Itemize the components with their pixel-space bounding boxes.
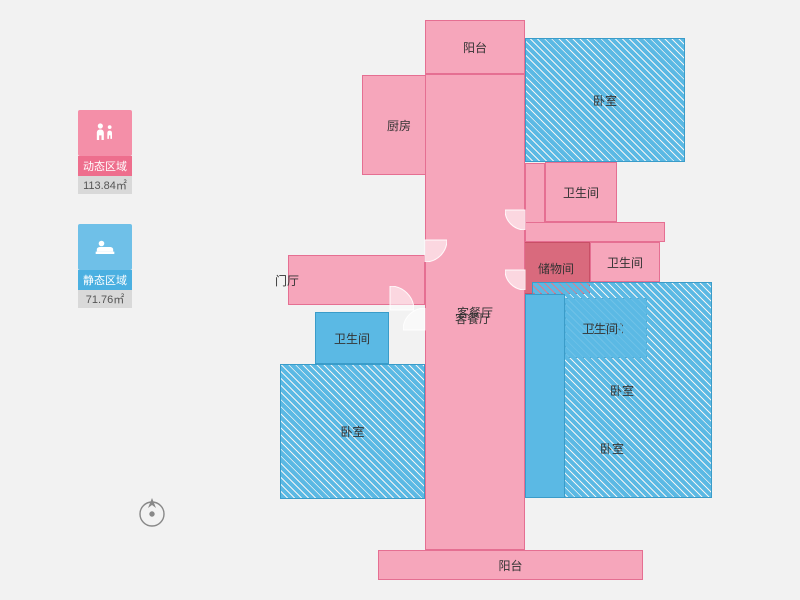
room-label: 卫生间 — [563, 184, 599, 201]
compass-icon — [135, 495, 169, 529]
room-living-ext1 — [525, 163, 545, 223]
room-balcony-bottom: 阳台 — [378, 550, 643, 580]
room-balcony-top: 阳台 — [425, 20, 525, 74]
room-bath-left: 卫生间 — [315, 312, 389, 364]
room-label: 卧室 — [340, 423, 364, 440]
sleep-icon — [78, 224, 132, 270]
room-label: 阳台 — [498, 557, 522, 574]
room-bath-top: 卫生间 — [545, 162, 617, 222]
legend-blue-label: 静态区域 — [78, 270, 132, 290]
legend-pink-value: 113.84㎡ — [78, 176, 132, 194]
room-bedroom-top: 卧室 — [525, 38, 685, 162]
legend-blue-value: 71.76㎡ — [78, 290, 132, 308]
room-label: 阳台 — [463, 39, 487, 56]
room-label: 储物间 — [538, 260, 574, 277]
room-bedroom-r-ext — [525, 294, 565, 498]
room-label: 卫生间 — [607, 254, 643, 271]
floor-plan: 阳台厨房卧室卫生间卫生间储物间客餐厅卫生间卧室卫生间卧室阳台客餐厅卧室卫生间门厅 — [270, 20, 730, 580]
room-label: 厨房 — [387, 117, 411, 134]
room-label: 卧室 — [610, 382, 634, 399]
room-foyer — [288, 255, 425, 305]
zone-legend: 动态区域 113.84㎡ 静态区域 71.76㎡ — [78, 110, 142, 338]
room-living: 客餐厅 — [425, 74, 525, 550]
legend-pink-label: 动态区域 — [78, 156, 132, 176]
room-bath-mid: 卫生间 — [590, 242, 660, 282]
legend-pink: 动态区域 113.84㎡ — [78, 110, 142, 194]
room-label: 卫生间 — [334, 330, 370, 347]
room-bedroom-left: 卧室 — [280, 364, 425, 499]
room-living-ext2 — [525, 222, 665, 242]
people-icon — [78, 110, 132, 156]
legend-blue: 静态区域 71.76㎡ — [78, 224, 142, 308]
room-label: 卧室 — [593, 92, 617, 109]
room-label: 客餐厅 — [457, 304, 493, 321]
